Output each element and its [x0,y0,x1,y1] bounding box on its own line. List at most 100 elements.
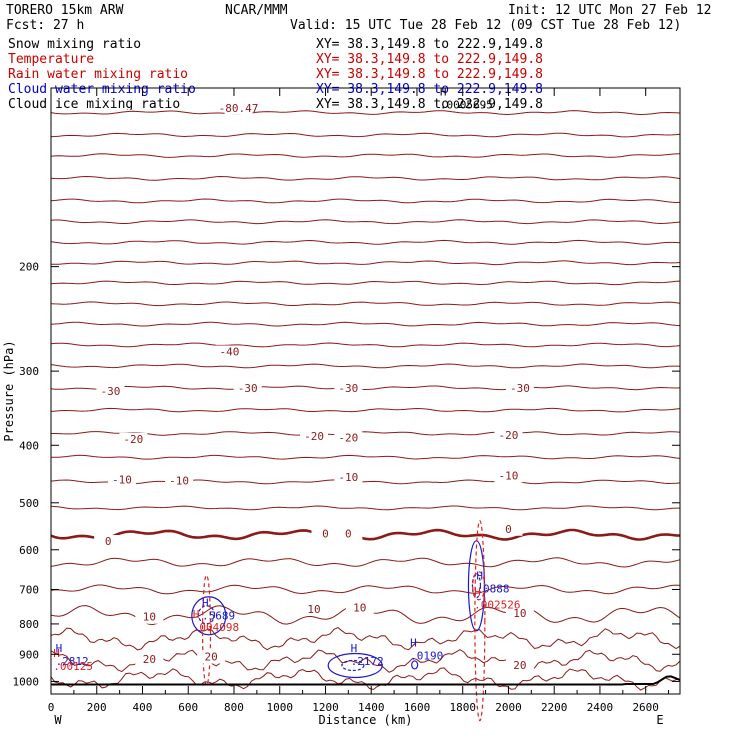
rain-water-contour [472,571,486,601]
init-time: Init: 12 UTC Mon 27 Feb 12 [508,3,712,18]
y-tick-label: 600 [19,544,39,557]
field-xy: XY= 38.3,149.8 to 222.9,149.8 [316,67,543,82]
cloud-water-contour [411,660,419,670]
maximum-marker: H [440,85,447,98]
forecast-hour: Fcst: 27 h [6,18,84,33]
x-tick-label: 1200 [312,701,339,714]
isotherm-label-bg [505,607,534,621]
isotherm-label: 0 [105,535,112,548]
isotherm-label: -80.47 [219,102,259,115]
y-tick-label: 1000 [13,675,40,688]
field-label: Cloud water mixing ratio [8,82,196,97]
isotherm-line [50,301,681,307]
maximum-value: .00125 [53,660,93,673]
isotherm-line [50,557,681,568]
x-tick-label: 0 [48,701,55,714]
x-tick-label: 1400 [358,701,385,714]
field-xy: XY= 38.3,149.8 to 222.9,149.8 [316,52,543,67]
isotherm-label: 0 [345,527,352,540]
x-axis-title: Distance (km) [319,713,413,727]
isotherm-label: -30 [238,382,258,395]
y-tick-label: 300 [19,365,39,378]
maximum-marker: H [476,570,483,583]
maximum-marker: H [53,647,60,660]
x-tick-label: 1600 [404,701,431,714]
x-tick-label: 1000 [266,701,293,714]
isotherm-label-bg [96,384,125,398]
maximum-value: .2812 [56,655,89,668]
isotherm-line [50,219,681,225]
isotherm-line [50,342,681,348]
maximum-value: .0190 [410,650,443,663]
isotherm-label: 10 [353,602,366,615]
x-tick-label: 600 [178,701,198,714]
model-name: TORERO 15km ARW [6,3,124,18]
isotherm-label-bg [135,610,164,624]
isotherm-line [50,584,681,595]
isotherm-line [50,627,681,651]
isotherm-label: -30 [101,385,121,398]
isotherm-labels: -80.47 -40 -30 -30 -30 -30 -20 -20 -20 -20 -10 -10 -… [94,101,534,673]
field-label: Temperature [8,52,94,67]
isotherm-label-bg [233,381,262,395]
isotherm-label: -40 [219,346,239,359]
y-tick-label: 500 [19,497,39,510]
maximum-marker: H [410,637,417,650]
cloud-water-contour [341,659,365,672]
maximum-marker: H [202,597,209,610]
isotherm-label-bg [494,428,523,442]
isotherm-label-bg [197,650,226,664]
field-xy: XY= 38.3,149.8 to 222.9,149.8 [316,97,543,110]
isotherm-label: -10 [338,471,358,484]
x-tick-label: 2600 [632,701,659,714]
isotherm-label: -30 [510,382,530,395]
isotherm-label-bg [311,527,340,541]
terrain-line [51,675,681,686]
isotherm-line [50,280,681,286]
cloud-water-contour [327,652,383,679]
west-label: W [54,713,62,727]
field-label: Rain water mixing ratio [8,67,188,82]
isotherm-label: 20 [204,651,217,664]
x-tick-label: 400 [133,701,153,714]
cloud-water-contour [197,605,216,625]
maximum-value: .0005695 [440,98,493,111]
isotherm-line [50,385,681,391]
isotherm-label: -10 [169,475,189,488]
x-tick-label: 2000 [495,701,522,714]
maximum-marker: H [474,586,481,599]
isotherm-label: 10 [143,611,156,624]
isotherm-label: -20 [304,430,324,443]
isotherm-label-bg [215,345,244,359]
valid-time: Valid: 15 UTC Tue 28 Feb 12 (09 CST Tue … [290,18,681,33]
isotherm-label: 0 [505,523,512,536]
isotherm-label-bg [300,602,329,616]
isotherm-label: -20 [123,433,143,446]
isotherm-label: 20 [143,653,156,666]
maximum-value: .2172 [351,655,384,668]
x-tick-label: 800 [224,701,244,714]
isotherm-line [50,667,681,691]
isotherm-line [50,479,681,485]
isotherm-label: -10 [499,470,519,483]
isotherm-label-bg [94,535,123,549]
east-label: E [656,713,663,727]
isotherm-line [50,407,681,413]
isotherm-line [50,505,680,511]
rain-water-contour [201,574,212,686]
isotherm-label-bg [505,659,534,673]
isotherm-label-bg [494,469,523,483]
isotherm-line [50,260,681,266]
isotherm-line [50,239,681,245]
isotherm-line [50,110,681,116]
axes: 0 200 400 600 800 1000 1200 1400 1600 1800 2000 220… [2,87,681,727]
field-label: Snow mixing ratio [8,37,141,52]
field-xy: XY= 38.3,149.8 to 222.9,149.8 [316,37,543,52]
maximum-value: .0888 [476,583,509,596]
isotherm-line [50,132,681,138]
isotherm-label-bg [300,430,329,444]
isotherm-line [51,431,681,436]
isotherm-label: -20 [499,429,519,442]
